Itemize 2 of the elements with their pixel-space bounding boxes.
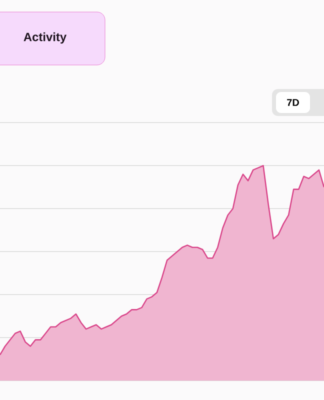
- chart-title: Activity: [24, 32, 67, 44]
- text: 7D: [287, 99, 299, 106]
